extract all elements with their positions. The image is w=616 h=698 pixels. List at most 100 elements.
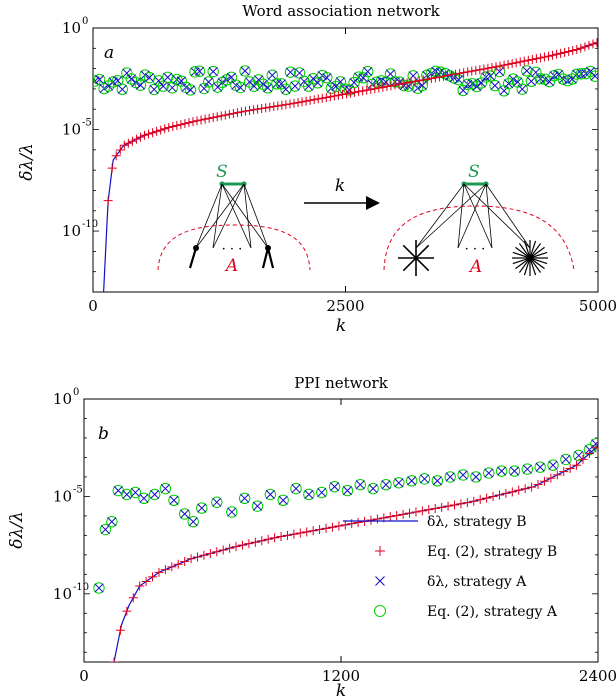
strategy-a-delta-point: [485, 71, 495, 81]
strategy-b-eq2-point: [591, 443, 598, 453]
strategy-a-delta-point: [535, 462, 545, 472]
strategy-b-eq2-point: [135, 132, 145, 142]
strategy-a-eq2-point: [573, 449, 585, 462]
strategy-b-eq2-point: [253, 104, 263, 114]
strategy-a-delta-point: [363, 67, 373, 77]
strategy-a-eq2-point: [196, 502, 208, 514]
strategy-a-eq2-point: [193, 65, 206, 77]
strategy-a-eq2-point: [99, 523, 112, 536]
strategy-b-eq2-point: [172, 121, 182, 131]
strategy-a-eq2-point: [157, 80, 169, 92]
strategy-a-eq2-point: [148, 488, 161, 501]
strategy-a-eq2-point: [475, 77, 488, 89]
strategy-a-delta-point: [349, 78, 359, 88]
strategy-b-eq2-point: [362, 85, 372, 95]
strategy-a-delta-point: [117, 84, 127, 94]
strategy-b-eq2-point: [184, 118, 194, 128]
strategy-a-delta-point: [531, 67, 541, 77]
strategy-b-eq2-point: [495, 61, 505, 71]
strategy-b-eq2-point: [556, 48, 566, 58]
strategy-b-eq2-point: [471, 65, 481, 75]
strategy-b-eq2-point: [297, 97, 307, 107]
right-star-high-degree: [512, 240, 548, 276]
strategy-b-eq2-point: [443, 501, 453, 511]
strategy-b-eq2-point: [378, 82, 388, 92]
strategy-a-delta-point: [235, 82, 246, 93]
strategy-a-eq2-point: [521, 463, 534, 475]
strategy-b-eq2-point: [228, 108, 238, 118]
strategy-a-eq2-point: [393, 477, 405, 489]
strategy-b-eq2-point: [507, 59, 517, 69]
strategy-b-eq2-point: [546, 473, 556, 483]
strategy-b-eq2-point: [237, 540, 247, 550]
strategy-b-eq2-point: [164, 123, 174, 133]
strategy-b-eq2-point: [475, 65, 485, 75]
strategy-a-delta-point: [145, 73, 155, 83]
y-tick-exponent: -5: [82, 118, 92, 129]
panel-a-title: Word association network: [242, 2, 440, 20]
strategy-b-eq2-point: [565, 463, 575, 473]
panel-a-xlabel: k: [336, 316, 346, 336]
strategy-a-eq2-point: [354, 479, 366, 491]
panel-b-axes-frame: [83, 398, 599, 663]
strategy-b-eq2-point: [156, 125, 166, 135]
strategy-b-eq2-point: [309, 95, 319, 105]
strategy-b-eq2-point: [186, 554, 196, 564]
strategy-a-eq2-point: [284, 66, 297, 78]
strategy-b-eq2-point: [456, 499, 466, 509]
strategy-a-delta-point: [240, 66, 250, 76]
strategy-b-eq2-point: [386, 81, 396, 91]
strategy-b-eq2-point: [507, 487, 517, 497]
strategy-b-eq2-point: [148, 572, 158, 582]
strategy-b-eq2-point: [578, 454, 588, 464]
strategy-b-eq2-point: [212, 112, 222, 122]
strategy-a-eq2-point: [252, 74, 265, 86]
strategy-a-delta-point: [227, 507, 237, 517]
strategy-b-eq2-point: [354, 87, 364, 97]
strategy-a-delta-point: [432, 476, 442, 486]
strategy-b-eq2-point: [552, 470, 562, 480]
strategy-b-eq2-point: [277, 100, 287, 110]
strategy-a-delta-point: [574, 450, 584, 461]
strategy-b-eq2-point: [208, 113, 218, 123]
strategy-b-eq2-point: [527, 482, 537, 492]
right-s-label: S: [468, 162, 480, 182]
left-a-label: A: [224, 256, 238, 276]
strategy-b-eq2-point: [220, 110, 230, 120]
strategy-a-delta-point: [285, 67, 296, 77]
strategy-b-eq2-point: [168, 122, 178, 132]
strategy-a-eq2-point: [589, 70, 598, 82]
panel-b-data: [93, 438, 598, 662]
strategy-b-eq2-point: [192, 116, 202, 126]
strategy-a-delta-point: [342, 486, 352, 496]
strategy-a-eq2-point: [178, 508, 191, 520]
arrow-k-label: k: [335, 176, 345, 196]
strategy-a-delta-point: [149, 84, 159, 94]
x-tick-label: 0: [88, 297, 98, 315]
strategy-a-delta-point: [169, 495, 179, 505]
strategy-b-eq2-point: [313, 94, 323, 104]
strategy-b-eq2-point: [257, 104, 267, 113]
strategy-a-delta-point: [522, 66, 532, 76]
strategy-a-delta-point: [494, 66, 505, 77]
strategy-a-delta-point: [100, 524, 110, 535]
strategy-a-eq2-point: [547, 459, 559, 471]
strategy-b-eq2-point: [491, 62, 501, 72]
strategy-a-eq2-point: [207, 65, 219, 78]
panel-b-label: b: [98, 424, 109, 444]
left-a-boundary: [157, 224, 311, 271]
strategy-a-delta-point: [544, 77, 555, 87]
strategy-a-delta-point: [407, 476, 417, 486]
strategy-a-eq2-point: [129, 486, 142, 499]
strategy-a-delta-point: [304, 489, 314, 500]
strategy-b-eq2-point: [193, 552, 203, 562]
strategy-b-eq2-point: [107, 163, 117, 173]
strategy-a-delta-point: [381, 480, 391, 490]
strategy-b-eq2-point: [467, 66, 477, 76]
strategy-b-eq2-point: [241, 106, 251, 116]
strategy-b-eq2-point: [154, 567, 164, 577]
strategy-a-delta-point: [163, 72, 173, 82]
panel-a-data: [93, 38, 598, 292]
strategy-b-eq2-point: [503, 59, 513, 69]
strategy-b-eq2-point: [370, 84, 380, 94]
